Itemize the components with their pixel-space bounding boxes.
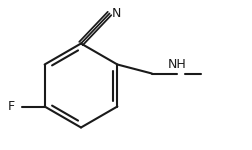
Text: F: F (8, 100, 15, 113)
Text: NH: NH (168, 58, 187, 71)
Text: N: N (111, 7, 121, 20)
